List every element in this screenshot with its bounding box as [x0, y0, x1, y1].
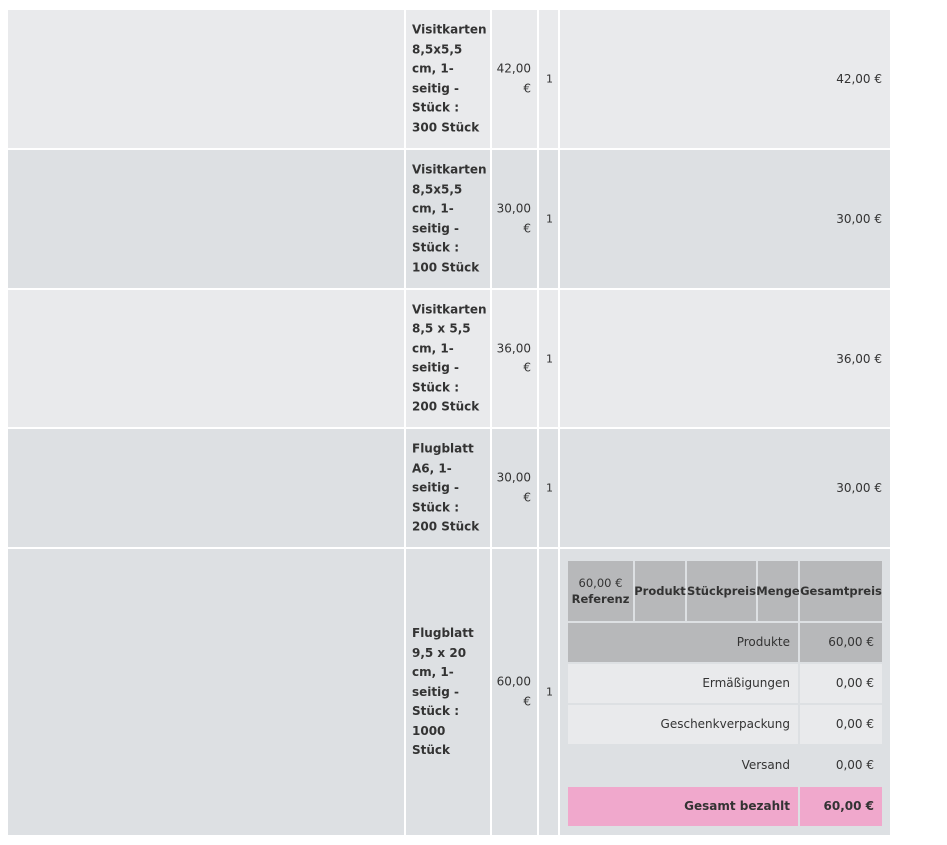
- product-name-cell: Flugblatt 9,5 x 20 cm, 1-seitig - Stück …: [406, 549, 490, 835]
- produkte-label: Produkte: [568, 623, 798, 662]
- ermaessigungen-label: Ermäßigungen: [568, 664, 798, 703]
- quantity: 1: [546, 685, 553, 699]
- product-name-cell: Flugblatt A6, 1-seitig - Stück : 200 Stü…: [406, 429, 490, 547]
- gesamtpreis-header: Gesamtpreis: [800, 561, 882, 621]
- unit-price-cell: 42,00 €: [492, 10, 537, 148]
- summary-cell: 60,00 € Referenz Produkt Stückpreis Meng…: [560, 549, 890, 835]
- quantity-cell: 1: [539, 429, 558, 547]
- unit-price-cell: 30,00 €: [492, 429, 537, 547]
- table-row: Flugblatt 9,5 x 20 cm, 1-seitig - Stück …: [8, 549, 890, 835]
- versand-value: 0,00 €: [835, 758, 874, 772]
- quantity-cell: 1: [539, 150, 558, 288]
- gesamt-label: Gesamt bezahlt: [568, 787, 798, 826]
- summary-header-value: 60,00 €: [578, 576, 623, 590]
- unit-price: 30,00 €: [496, 470, 531, 505]
- summary-row-ermaessigungen: Ermäßigungen 0,00 €: [568, 664, 882, 703]
- quantity: 1: [546, 352, 553, 365]
- line-total: 30,00 €: [836, 212, 882, 226]
- table-row: Flugblatt A6, 1-seitig - Stück : 200 Stü…: [8, 429, 890, 547]
- stueckpreis-header: Stückpreis: [687, 561, 756, 621]
- quantity: 1: [546, 212, 553, 226]
- geschenkverpackung-label: Geschenkverpackung: [568, 705, 798, 744]
- image-cell: [8, 429, 404, 547]
- unit-price: 42,00 €: [496, 61, 531, 96]
- summary-row-gesamt: Gesamt bezahlt 60,00 €: [568, 787, 882, 826]
- produkt-header: Produkt: [634, 561, 686, 621]
- unit-price-cell: 30,00 €: [492, 150, 537, 288]
- total-cell: 42,00 €: [560, 10, 890, 148]
- line-total: 30,00 €: [836, 481, 882, 495]
- product-name: Visitkarten 8,5x5,5 cm, 1-seitig - Stück…: [412, 22, 487, 135]
- unit-price: 36,00 €: [496, 341, 531, 375]
- quantity: 1: [546, 481, 553, 495]
- image-cell: [8, 10, 404, 148]
- total-cell: 30,00 €: [560, 429, 890, 547]
- quantity-cell: 1: [539, 10, 558, 148]
- geschenkverpackung-value: 0,00 €: [800, 705, 882, 744]
- product-name: Flugblatt A6, 1-seitig - Stück : 200 Stü…: [412, 441, 480, 534]
- produkte-value: 60,00 €: [800, 623, 882, 662]
- product-name-cell: Visitkarten 8,5x5,5 cm, 1-seitig - Stück…: [406, 150, 490, 288]
- table-row: Visitkarten 8,5x5,5 cm, 1-seitig - Stück…: [8, 10, 890, 148]
- referenz-header: Referenz: [571, 592, 630, 606]
- table-row: Visitkarten 8,5x5,5 cm, 1-seitig - Stück…: [8, 150, 890, 288]
- summary-header-referenz: 60,00 € Referenz: [568, 561, 633, 621]
- unit-price-cell: 60,00 €: [492, 549, 537, 835]
- quantity-cell: 1: [539, 290, 558, 427]
- total-cell: 36,00 €: [560, 290, 890, 427]
- line-total: 42,00 €: [836, 72, 882, 86]
- summary-row-produkte: Produkte 60,00 €: [568, 623, 882, 662]
- product-name-cell: Visitkarten 8,5x5,5 cm, 1-seitig - Stück…: [406, 10, 490, 148]
- unit-price: 60,00 €: [496, 674, 531, 709]
- image-cell: [8, 150, 404, 288]
- unit-price-cell: 36,00 €: [492, 290, 537, 427]
- summary-row-versand: Versand 0,00 €: [568, 746, 882, 785]
- product-name-cell: Visitkarten 8,5 x 5,5 cm, 1-seitig - Stü…: [406, 290, 490, 427]
- ermaessigungen-value: 0,00 €: [800, 664, 882, 703]
- quantity: 1: [546, 72, 553, 86]
- table-row: Visitkarten 8,5 x 5,5 cm, 1-seitig - Stü…: [8, 290, 890, 427]
- product-name: Flugblatt 9,5 x 20 cm, 1-seitig - Stück …: [412, 625, 474, 757]
- image-cell: [8, 549, 404, 835]
- line-total: 36,00 €: [836, 351, 882, 366]
- product-name: Visitkarten 8,5x5,5 cm, 1-seitig - Stück…: [412, 162, 487, 275]
- total-cell: 30,00 €: [560, 150, 890, 288]
- image-cell: [8, 290, 404, 427]
- gesamt-value: 60,00 €: [800, 787, 882, 826]
- product-name: Visitkarten 8,5 x 5,5 cm, 1-seitig - Stü…: [412, 302, 487, 414]
- summary-row-geschenkverpackung: Geschenkverpackung 0,00 €: [568, 705, 882, 744]
- unit-price: 30,00 €: [496, 201, 531, 236]
- menge-header: Menge: [756, 561, 800, 621]
- quantity-cell: 1: [539, 549, 558, 835]
- versand-label: Versand: [741, 758, 790, 772]
